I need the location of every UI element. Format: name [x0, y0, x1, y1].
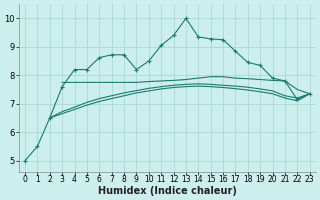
X-axis label: Humidex (Indice chaleur): Humidex (Indice chaleur) [98, 186, 237, 196]
